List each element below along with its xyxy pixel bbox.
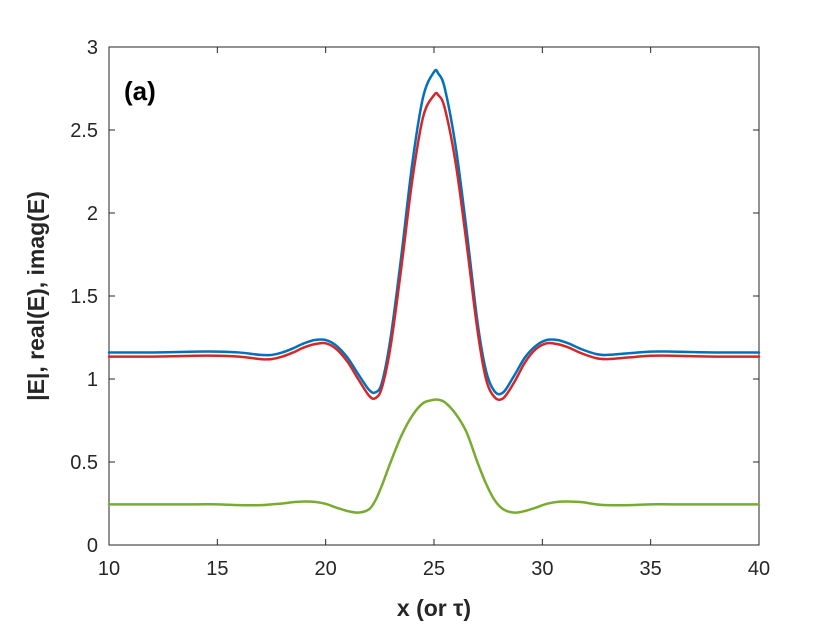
axis-ticks: 10 15 20 25 30 35 40 0 0.5 1 1.5 2 2.5 3	[70, 37, 770, 580]
x-tick-label: 35	[640, 558, 662, 580]
x-axis-title: x (or τ)	[397, 595, 471, 621]
series-line-1	[107, 68, 761, 396]
series-line-3	[107, 398, 761, 514]
x-tick-label: 40	[748, 558, 770, 580]
y-tick-label: 2.5	[70, 120, 98, 142]
plot-area	[108, 46, 760, 546]
y-axis-title: |E|, real(E), imag(E)	[23, 191, 49, 401]
x-tick-label: 20	[315, 558, 337, 580]
series-layer	[107, 68, 761, 514]
panel-label: (a)	[124, 76, 156, 106]
y-tick-label: 1	[87, 369, 98, 391]
y-tick-label: 1.5	[70, 286, 98, 308]
series-line-2	[107, 91, 761, 402]
y-tick-label: 0	[87, 535, 98, 557]
x-tick-label: 10	[98, 558, 120, 580]
x-tick-label: 30	[531, 558, 553, 580]
y-tick-label: 2	[87, 203, 98, 225]
x-tick-label: 15	[206, 558, 228, 580]
y-tick-label: 0.5	[70, 452, 98, 474]
y-tick-label: 3	[87, 37, 98, 59]
x-tick-label: 25	[423, 558, 445, 580]
